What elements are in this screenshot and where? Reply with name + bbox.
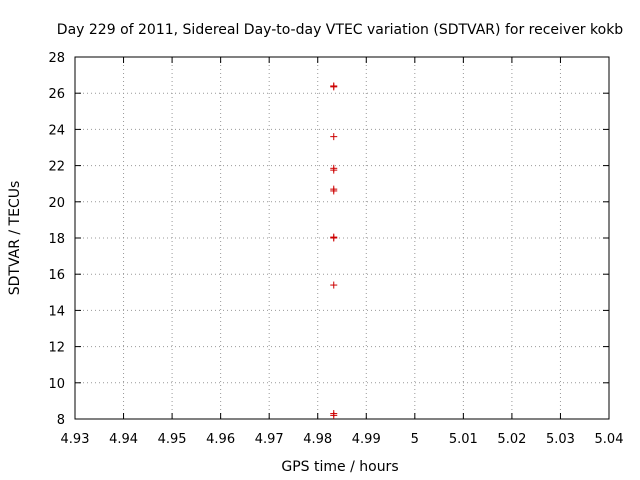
data-point <box>330 133 338 141</box>
data-points <box>330 82 338 419</box>
data-point <box>330 281 338 289</box>
y-tick-label: 28 <box>48 51 65 66</box>
x-tick-label: 4.97 <box>255 432 284 447</box>
x-tick-label: 4.93 <box>61 432 90 447</box>
y-tick-label: 8 <box>57 413 65 428</box>
y-tick-label: 24 <box>48 123 65 138</box>
y-tick-label: 20 <box>48 196 65 211</box>
x-tick-label: 5.04 <box>595 432 624 447</box>
x-tick-label: 4.96 <box>206 432 235 447</box>
data-point <box>330 411 338 419</box>
y-tick-label: 18 <box>48 232 65 247</box>
data-point <box>330 83 338 91</box>
y-tick-label: 10 <box>48 377 65 392</box>
data-point <box>330 166 338 174</box>
y-tick-label: 22 <box>48 160 65 175</box>
data-point <box>330 187 338 195</box>
chart-title: Day 229 of 2011, Sidereal Day-to-day VTE… <box>57 22 623 38</box>
x-axis-label: GPS time / hours <box>281 459 398 475</box>
x-tick-label: 4.95 <box>158 432 187 447</box>
x-tick-label: 5.01 <box>449 432 478 447</box>
y-axis-label: SDTVAR / TECUs <box>7 181 23 296</box>
y-tick-label: 14 <box>48 304 65 319</box>
y-tick-label: 26 <box>48 87 65 102</box>
x-tick-label: 4.99 <box>352 432 381 447</box>
data-point <box>330 234 338 242</box>
grid <box>75 57 609 419</box>
x-tick-label: 4.98 <box>303 432 332 447</box>
x-tick-label: 5.03 <box>546 432 575 447</box>
y-tick-label: 16 <box>48 268 65 283</box>
x-tick-label: 4.94 <box>109 432 138 447</box>
axis-ticks: 4.93 4.94 4.95 4.96 4.97 4.98 4.99 5 5.01 5.02 5.0… <box>48 51 623 447</box>
y-tick-label: 12 <box>48 341 65 356</box>
x-tick-label: 5.02 <box>497 432 526 447</box>
x-tick-label: 5 <box>411 432 419 447</box>
